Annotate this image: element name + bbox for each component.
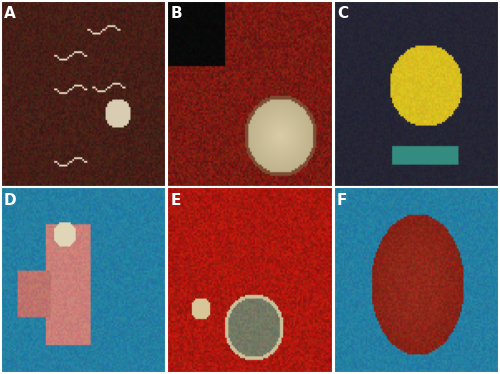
Text: C: C <box>337 6 348 21</box>
Text: B: B <box>170 6 182 21</box>
Text: E: E <box>170 193 181 208</box>
Text: F: F <box>337 193 347 208</box>
Text: A: A <box>4 6 16 21</box>
Text: D: D <box>4 193 16 208</box>
